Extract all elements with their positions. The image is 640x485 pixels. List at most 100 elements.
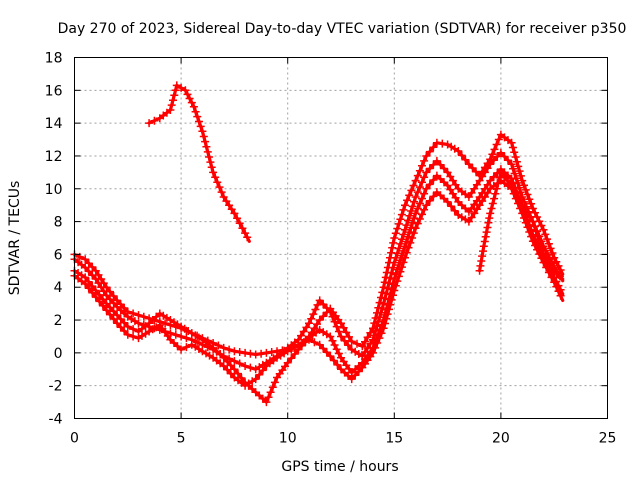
data-point <box>113 319 122 328</box>
data-point <box>120 327 129 335</box>
data-point <box>333 360 342 369</box>
data-point <box>492 140 501 149</box>
data-point <box>397 235 406 244</box>
data-point <box>99 287 108 296</box>
data-point <box>448 189 457 198</box>
data-point <box>535 236 543 245</box>
data-point <box>211 173 220 182</box>
data-point <box>169 96 177 105</box>
data-point <box>405 191 414 200</box>
data-point <box>227 205 236 214</box>
data-point <box>235 348 244 356</box>
data-point <box>487 204 496 213</box>
data-point <box>319 300 328 309</box>
data-point <box>167 101 176 110</box>
data-point <box>547 273 556 282</box>
data-point <box>422 201 431 210</box>
data-point <box>486 209 495 218</box>
data-point <box>183 90 192 99</box>
data-point <box>489 156 498 165</box>
y-tick-label: 14 <box>45 116 63 132</box>
data-point <box>514 162 523 171</box>
data-point <box>411 224 420 233</box>
data-point <box>432 138 441 147</box>
data-point <box>309 310 318 319</box>
data-point <box>230 347 239 356</box>
data-point <box>246 363 255 372</box>
data-point <box>440 164 448 173</box>
x-tick-label: 15 <box>385 431 403 447</box>
data-point <box>326 332 335 341</box>
data-point <box>399 258 408 267</box>
data-point <box>470 184 479 193</box>
data-point <box>432 156 441 165</box>
y-tick-label: -4 <box>49 412 63 428</box>
y-tick-label: 4 <box>54 280 63 296</box>
data-point <box>478 172 487 181</box>
data-point <box>556 291 565 300</box>
data-point <box>495 173 504 182</box>
data-point <box>425 147 434 156</box>
data-point <box>91 293 100 302</box>
data-point <box>407 186 416 195</box>
y-tick-label: 18 <box>45 51 63 67</box>
data-point <box>550 253 559 262</box>
data-point <box>420 173 429 182</box>
data-point <box>422 152 431 160</box>
data-point <box>177 332 186 341</box>
data-point <box>283 358 292 367</box>
data-point <box>287 354 296 363</box>
data-point <box>354 367 363 376</box>
data-point <box>177 345 186 354</box>
data-point <box>512 157 521 166</box>
data-point <box>257 349 266 358</box>
data-point <box>243 233 252 242</box>
data-point <box>443 197 452 206</box>
data-point <box>393 224 402 233</box>
data-point <box>326 352 335 361</box>
data-point <box>483 164 492 173</box>
data-point <box>109 299 118 308</box>
data-point <box>375 334 384 343</box>
data-point <box>478 252 487 261</box>
data-point <box>106 295 114 304</box>
chart-title: Day 270 of 2023, Sidereal Day-to-day VTE… <box>58 21 627 37</box>
data-point <box>429 192 438 201</box>
data-point <box>389 238 398 247</box>
data-point <box>514 193 522 201</box>
data-point <box>468 164 477 172</box>
data-point <box>337 319 345 328</box>
data-point <box>209 168 218 177</box>
y-tick-label: 12 <box>45 149 63 165</box>
data-point <box>206 158 215 167</box>
data-point <box>536 241 545 249</box>
data-point <box>315 316 324 324</box>
data-point <box>84 267 93 276</box>
data-point <box>429 143 438 152</box>
data-point <box>504 156 512 165</box>
data-point <box>411 176 420 185</box>
data-point <box>330 317 339 326</box>
data-point <box>546 244 555 253</box>
data-point <box>389 291 397 300</box>
data-point <box>552 282 561 291</box>
data-point <box>482 228 491 237</box>
data-point <box>182 343 191 352</box>
data-point <box>102 291 111 300</box>
data-point <box>418 161 426 170</box>
data-point <box>479 247 487 256</box>
data-point <box>391 253 400 262</box>
series-line-prn-e <box>147 83 251 243</box>
data-point <box>507 138 516 147</box>
data-point <box>404 232 412 241</box>
data-point <box>351 371 360 380</box>
data-point <box>507 174 516 183</box>
data-point <box>177 83 186 92</box>
y-tick-label: 0 <box>54 346 63 362</box>
data-point <box>464 160 473 169</box>
data-point <box>223 357 232 366</box>
data-point <box>98 301 107 310</box>
data-point <box>332 322 341 331</box>
data-point <box>381 319 389 328</box>
data-point <box>219 193 228 201</box>
